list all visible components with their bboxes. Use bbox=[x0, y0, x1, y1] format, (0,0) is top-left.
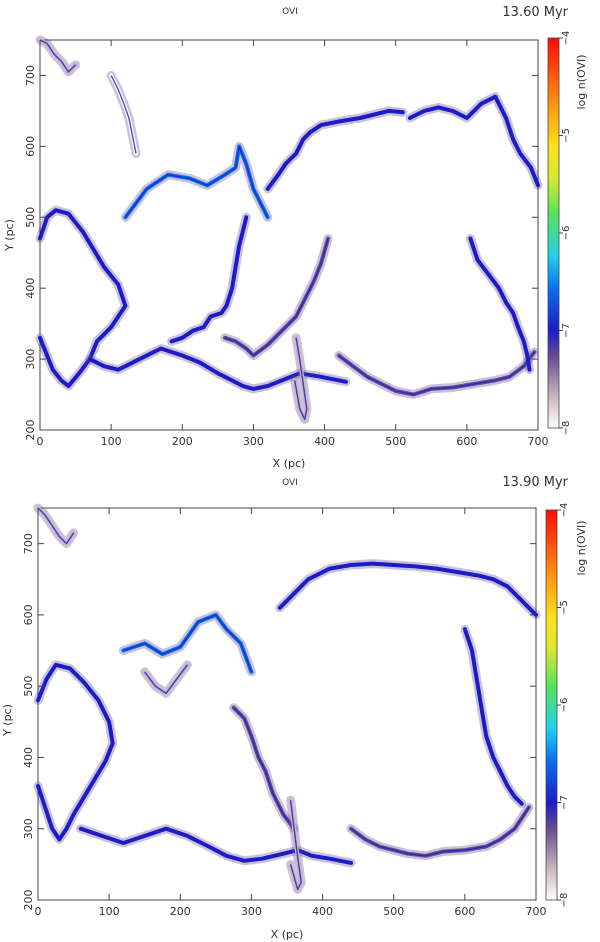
x-tick-label: 600 bbox=[456, 435, 477, 448]
colorbar-tick-label: −8 bbox=[561, 421, 572, 436]
x-tick-label: 100 bbox=[101, 435, 122, 448]
panel-1-colorbar bbox=[547, 37, 560, 429]
colorbar-tick-label: −4 bbox=[561, 31, 572, 46]
panel-1: OVI 13.60 Myr 0 100 200 300 400 500 600 700 200… bbox=[3, 5, 588, 470]
panel-1-title: OVI bbox=[282, 7, 298, 17]
feature-core bbox=[469, 238, 531, 370]
y-tick-label: 500 bbox=[24, 207, 37, 228]
x-tick-label: 0 bbox=[37, 435, 44, 448]
panel-2-y-axis-label: Y (pc) bbox=[1, 704, 14, 737]
panel-2: OVI 13.90 Myr 0 100 200 300 400 500 600 700 200… bbox=[1, 475, 588, 941]
feature-core bbox=[289, 800, 302, 890]
colorbar-tick-label: −4 bbox=[559, 503, 570, 518]
feature-core bbox=[123, 614, 253, 673]
feature-core bbox=[294, 337, 308, 421]
y-tick-label: 300 bbox=[22, 818, 35, 839]
colorbar-tick-label: −6 bbox=[559, 698, 570, 713]
y-tick-label: 300 bbox=[24, 349, 37, 370]
panel-2-title: OVI bbox=[282, 478, 298, 488]
y-tick-label: 600 bbox=[22, 604, 35, 625]
feature-core bbox=[80, 828, 352, 864]
x-tick-label: 100 bbox=[99, 905, 120, 918]
panel-1-time: 13.60 Myr bbox=[502, 5, 568, 20]
panel-2-y-ticks: 200 300 400 500 600 700 bbox=[22, 533, 536, 911]
feature-core bbox=[171, 217, 247, 343]
x-tick-label: 600 bbox=[454, 905, 475, 918]
panel-1-y-ticks: 200 300 400 500 600 700 bbox=[24, 65, 538, 441]
panel-2-colorbar bbox=[545, 509, 558, 901]
y-tick-label: 700 bbox=[22, 533, 35, 554]
feature-core bbox=[37, 664, 114, 841]
panel-1-x-ticks: 0 100 200 300 400 500 600 700 bbox=[37, 40, 549, 448]
panel-2-colorbar-label: log n(OVI) bbox=[575, 520, 588, 575]
feature-core bbox=[409, 95, 539, 186]
feature-core bbox=[39, 39, 77, 73]
feature-core bbox=[39, 209, 127, 387]
feature-core bbox=[233, 707, 295, 830]
feature-core bbox=[464, 628, 523, 805]
panel-2-colorbar-ticks: −8 −7 −6 −5 −4 bbox=[557, 503, 570, 908]
colorbar-tick-label: −6 bbox=[561, 226, 572, 241]
colorbar-tick-label: −7 bbox=[561, 323, 572, 338]
x-tick-label: 400 bbox=[312, 905, 333, 918]
panel-2-time: 13.90 Myr bbox=[502, 475, 568, 490]
x-tick-label: 500 bbox=[383, 905, 404, 918]
y-tick-label: 200 bbox=[22, 890, 35, 911]
panel-1-colorbar-ticks: −8 −7 −6 −5 −4 bbox=[559, 31, 572, 436]
colorbar-tick-label: −8 bbox=[559, 893, 570, 908]
colorbar-tick-label: −5 bbox=[559, 600, 570, 615]
panel-2-x-ticks: 0 100 200 300 400 500 600 700 bbox=[35, 508, 547, 918]
y-tick-label: 200 bbox=[24, 420, 37, 441]
feature-core bbox=[267, 110, 403, 190]
feature-core bbox=[124, 145, 269, 218]
feature-core bbox=[350, 806, 530, 857]
x-tick-label: 200 bbox=[170, 905, 191, 918]
x-tick-label: 700 bbox=[528, 435, 549, 448]
panel-2-x-axis-label: X (pc) bbox=[271, 928, 304, 941]
panel-1-features bbox=[35, 35, 543, 424]
x-tick-label: 300 bbox=[243, 435, 264, 448]
y-tick-label: 400 bbox=[22, 747, 35, 768]
feature-core bbox=[144, 664, 188, 694]
x-tick-label: 500 bbox=[385, 435, 406, 448]
y-tick-label: 500 bbox=[22, 676, 35, 697]
x-tick-label: 700 bbox=[526, 905, 547, 918]
feature-core bbox=[224, 238, 329, 357]
y-tick-label: 600 bbox=[24, 136, 37, 157]
x-tick-label: 400 bbox=[314, 435, 335, 448]
x-tick-label: 0 bbox=[35, 905, 42, 918]
feature-core bbox=[89, 347, 347, 390]
feature-core bbox=[279, 562, 537, 616]
feature-core bbox=[110, 75, 137, 154]
feature-core bbox=[338, 351, 535, 396]
x-tick-label: 200 bbox=[172, 435, 193, 448]
panel-1-y-axis-label: Y (pc) bbox=[3, 219, 16, 252]
colorbar-tick-label: −5 bbox=[561, 128, 572, 143]
panel-1-colorbar-label: log n(OVI) bbox=[575, 54, 588, 109]
y-tick-label: 400 bbox=[24, 278, 37, 299]
colorbar-tick-label: −7 bbox=[559, 795, 570, 810]
y-tick-label: 700 bbox=[24, 65, 37, 86]
panel-2-features bbox=[33, 503, 541, 894]
panel-1-x-axis-label: X (pc) bbox=[273, 457, 306, 470]
feature-core bbox=[37, 507, 75, 545]
x-tick-label: 300 bbox=[241, 905, 262, 918]
